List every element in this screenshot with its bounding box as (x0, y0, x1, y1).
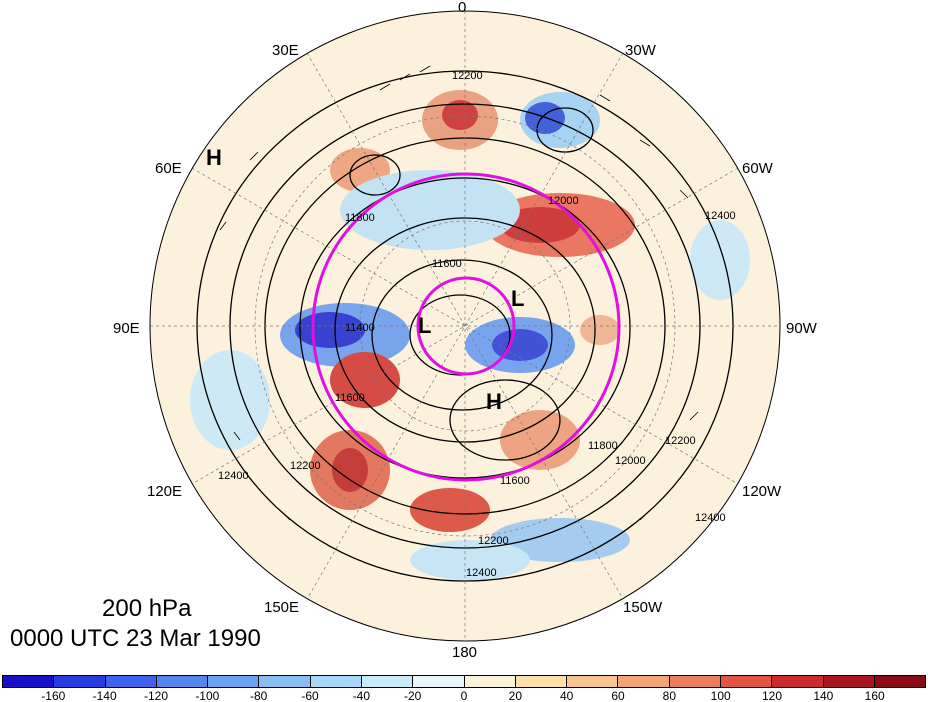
longitude-label-150w: 150W (623, 599, 663, 616)
graticule (150, 11, 780, 641)
colorbar-tick-label: 20 (508, 689, 523, 702)
contour-label: 11600 (500, 475, 530, 487)
longitude-label-120w: 120W (742, 483, 782, 500)
longitude-label-30e: 30E (272, 42, 299, 59)
low-pressure-marker: L (418, 313, 432, 338)
colorbar-segment (208, 676, 260, 687)
colorbar-segment (259, 676, 311, 687)
longitude-label-150e: 150E (264, 599, 300, 616)
contour-label: 12200 (452, 70, 483, 82)
colorbar-tick-label: -40 (352, 689, 370, 702)
contour-label: 12200 (290, 460, 321, 472)
contour-label: 12000 (548, 195, 579, 207)
colorbar-tick-label: 120 (761, 689, 783, 702)
colorbar-segment (361, 676, 414, 687)
colorbar-segment (156, 676, 209, 687)
contour-label: 11600 (335, 392, 365, 404)
colorbar-segment (823, 676, 875, 687)
contour-label: 12000 (615, 455, 646, 467)
colorbar-tick-label: -80 (249, 689, 268, 702)
low-pressure-marker: L (511, 286, 525, 311)
high-pressure-marker: H (206, 145, 222, 170)
contour-label: 12400 (695, 512, 726, 524)
colorbar-tick-label: -160 (41, 689, 66, 702)
pressure-level-label: 200 hPa (102, 595, 192, 622)
colorbar-tick-label: 40 (559, 689, 574, 702)
highlight-circles (311, 172, 621, 482)
longitude-label-90w: 90W (786, 320, 817, 337)
longitude-label-90e: 90E (113, 320, 140, 337)
colorbar-tick-label: -60 (301, 689, 319, 702)
colorbar-segment (413, 676, 465, 687)
colorbar-segment (54, 676, 106, 687)
colorbar-segment (515, 676, 568, 687)
high-pressure-marker: H (486, 389, 502, 414)
colorbar-segment (618, 676, 670, 687)
longitude-label-120e: 120E (147, 483, 183, 500)
contour-label: 11800 (345, 212, 375, 224)
contour-label: 12400 (466, 567, 497, 579)
longitude-label-30w: 30W (625, 42, 656, 59)
colorbar-tick-label: 160 (864, 689, 885, 702)
contour-label: 12400 (705, 210, 736, 222)
colorbar-tick-label: -120 (143, 689, 169, 702)
contour-label: 12200 (665, 435, 696, 447)
colorbar-segment (3, 676, 55, 687)
map-boundary (149, 10, 781, 642)
colorbar-tick-label: 80 (662, 689, 677, 702)
contour-label: 12200 (478, 535, 509, 547)
longitude-label-60e: 60E (155, 160, 182, 177)
colorbar-segment (464, 676, 516, 687)
contour-label: 12400 (218, 470, 249, 482)
longitude-label-60w: 60W (742, 160, 773, 177)
colorbar-tick-label: -140 (92, 689, 117, 702)
contour-label: 11400 (345, 322, 375, 334)
colorbar-segment (567, 676, 619, 687)
colorbar-segment (772, 676, 824, 687)
colorbar-segment (105, 676, 157, 687)
colorbar-segment (669, 676, 721, 687)
colorbar-tick-label: 60 (611, 689, 625, 702)
contour-label: 11600 (432, 258, 462, 270)
longitude-label-180: 180 (452, 644, 478, 661)
colorbar-segment (310, 676, 362, 687)
datetime-label: 0000 UTC 23 Mar 1990 (10, 625, 261, 652)
colorbar-tick-label: -20 (403, 689, 422, 702)
colorbar-tick-label: 0 (460, 689, 468, 702)
colorbar-segment (874, 676, 926, 687)
wind-barbs (219, 65, 699, 521)
colorbar-tick-label: -100 (195, 689, 220, 702)
colorbar (2, 675, 926, 688)
colorbar-segment (720, 676, 773, 687)
contour-label: 11800 (588, 440, 618, 452)
colorbar-tick-label: 100 (710, 689, 731, 702)
colorbar-tick-label: 140 (813, 689, 834, 702)
longitude-label-0: 0 (458, 0, 467, 16)
